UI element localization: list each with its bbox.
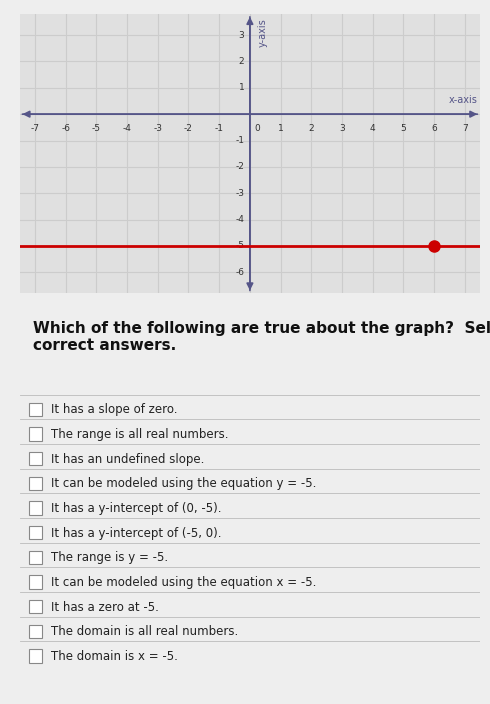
Text: Which of the following are true about the graph?  Select 5
correct answers.: Which of the following are true about th… — [33, 320, 490, 353]
FancyBboxPatch shape — [29, 452, 42, 465]
Text: -4: -4 — [122, 124, 131, 133]
Text: The domain is x = -5.: The domain is x = -5. — [51, 650, 178, 663]
Text: 5: 5 — [400, 124, 406, 133]
Text: 3: 3 — [339, 124, 345, 133]
FancyBboxPatch shape — [29, 477, 42, 490]
Text: 0: 0 — [254, 124, 260, 133]
FancyBboxPatch shape — [29, 551, 42, 564]
Text: 4: 4 — [370, 124, 375, 133]
FancyBboxPatch shape — [29, 501, 42, 515]
Text: -1: -1 — [215, 124, 224, 133]
Text: The domain is all real numbers.: The domain is all real numbers. — [51, 625, 238, 639]
Text: The range is all real numbers.: The range is all real numbers. — [51, 428, 228, 441]
FancyBboxPatch shape — [29, 526, 42, 539]
Text: -7: -7 — [30, 124, 40, 133]
Text: 1: 1 — [278, 124, 284, 133]
Text: x-axis: x-axis — [448, 95, 477, 105]
Text: 2: 2 — [239, 57, 245, 66]
Text: The range is y = -5.: The range is y = -5. — [51, 551, 168, 565]
Text: -6: -6 — [235, 268, 245, 277]
Text: 3: 3 — [239, 31, 245, 39]
Text: -4: -4 — [236, 215, 245, 224]
Text: It has a slope of zero.: It has a slope of zero. — [51, 403, 177, 416]
Text: -2: -2 — [184, 124, 193, 133]
FancyBboxPatch shape — [29, 403, 42, 416]
FancyBboxPatch shape — [29, 427, 42, 441]
Text: y-axis: y-axis — [258, 18, 268, 46]
Text: 2: 2 — [309, 124, 314, 133]
FancyBboxPatch shape — [29, 624, 42, 638]
Text: -3: -3 — [235, 189, 245, 198]
Text: -6: -6 — [61, 124, 70, 133]
Text: -1: -1 — [235, 136, 245, 145]
Text: 6: 6 — [431, 124, 437, 133]
FancyBboxPatch shape — [29, 649, 42, 663]
Text: 7: 7 — [462, 124, 468, 133]
Text: It has a zero at -5.: It has a zero at -5. — [51, 601, 159, 614]
Text: -5: -5 — [92, 124, 101, 133]
Text: It can be modeled using the equation x = -5.: It can be modeled using the equation x =… — [51, 576, 317, 589]
Text: It has an undefined slope.: It has an undefined slope. — [51, 453, 204, 465]
FancyBboxPatch shape — [29, 600, 42, 613]
Text: -5: -5 — [235, 241, 245, 251]
Text: It has a y-intercept of (0, -5).: It has a y-intercept of (0, -5). — [51, 502, 221, 515]
Text: It can be modeled using the equation y = -5.: It can be modeled using the equation y =… — [51, 477, 317, 491]
FancyBboxPatch shape — [29, 575, 42, 589]
Text: 1: 1 — [239, 83, 245, 92]
Text: It has a y-intercept of (-5, 0).: It has a y-intercept of (-5, 0). — [51, 527, 221, 540]
Text: -2: -2 — [236, 163, 245, 171]
Text: -3: -3 — [153, 124, 162, 133]
